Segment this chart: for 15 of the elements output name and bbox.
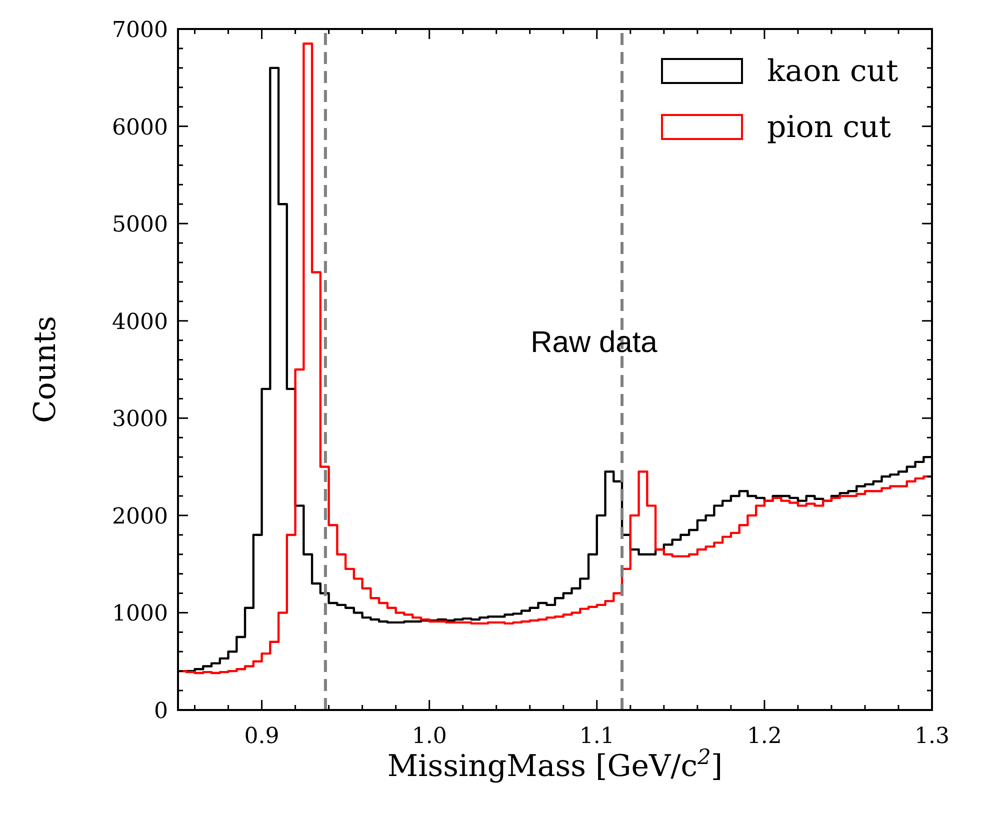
annotation: Raw data (530, 326, 658, 359)
y-tick-label: 0 (154, 699, 168, 724)
x-tick-label: 0.9 (244, 724, 280, 749)
y-tick-label: 1000 (112, 602, 168, 627)
legend-label: kaon cut (767, 54, 898, 89)
x-tick-label: 1.3 (914, 724, 950, 749)
y-axis-title: Counts (28, 316, 63, 424)
x-tick-label: 1.2 (746, 724, 782, 749)
y-tick-label: 4000 (112, 310, 168, 335)
y-tick-label: 3000 (112, 407, 168, 432)
y-tick-label: 7000 (112, 18, 168, 43)
y-tick-label: 6000 (112, 115, 168, 140)
legend-label: pion cut (767, 110, 891, 145)
y-tick-label: 2000 (112, 504, 168, 530)
y-tick-label: 5000 (112, 212, 168, 238)
